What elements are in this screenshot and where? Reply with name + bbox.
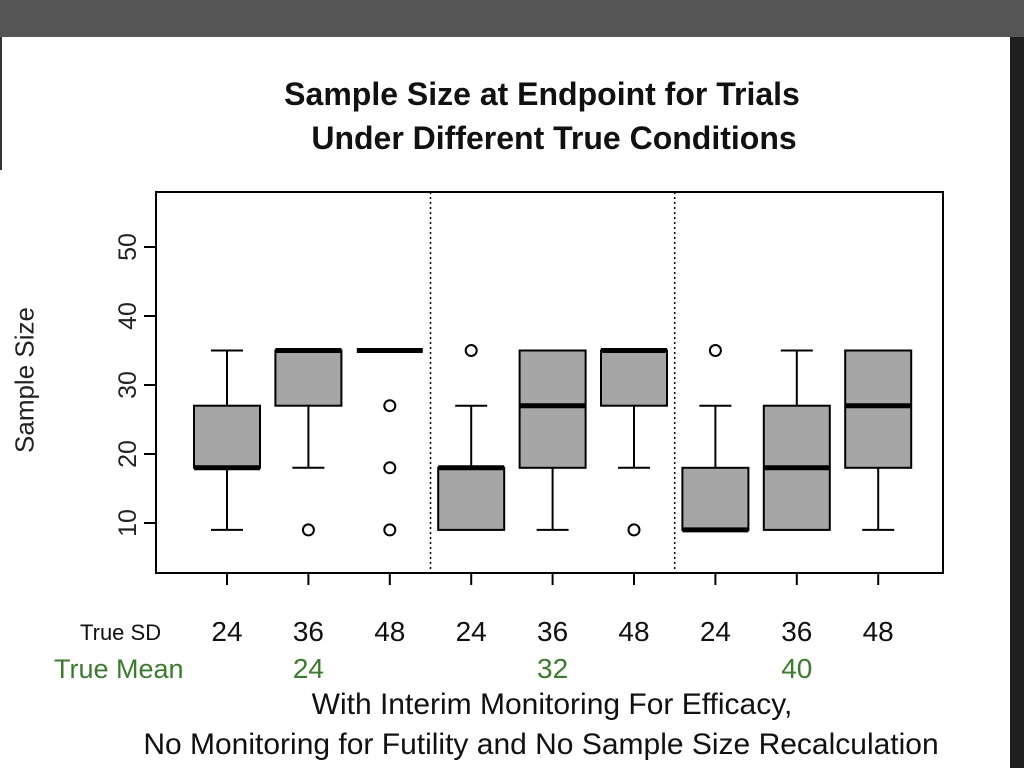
true-sd-value: 24 (211, 616, 242, 647)
box-body (193, 404, 261, 469)
chart-title-line-1: Sample Size at Endpoint for Trials (284, 76, 800, 112)
true-sd-value: 36 (537, 616, 568, 647)
box-body (844, 349, 913, 469)
true-sd-value: 36 (781, 616, 812, 647)
outlier-point (708, 344, 722, 357)
true-sd-row-label: True SD (80, 620, 162, 645)
box-body (681, 466, 750, 531)
true-sd-value: 36 (293, 616, 324, 647)
window-left-edge (0, 37, 2, 170)
box-body (437, 466, 506, 531)
true-mean-value: 40 (781, 653, 812, 684)
chart-title-line-2: Under Different True Conditions (311, 120, 797, 156)
box-body (600, 349, 668, 407)
true-sd-value: 48 (863, 616, 894, 647)
true-mean-row-label: True Mean (54, 654, 184, 684)
outlier-point (464, 344, 478, 357)
window-right-edge (1010, 37, 1024, 768)
outlier-point (383, 399, 397, 413)
plot-frame (155, 191, 944, 574)
outlier-point (301, 523, 315, 537)
box-body (518, 349, 587, 469)
y-tick-label: 20 (114, 440, 142, 468)
true-sd-value: 24 (700, 616, 731, 647)
y-tick-label: 40 (114, 302, 142, 330)
true-sd-value: 24 (456, 616, 487, 647)
y-axis-label: Sample Size (9, 307, 40, 453)
caption-line-1: With Interim Monitoring For Efficacy, (311, 688, 793, 721)
true-sd-value: 48 (618, 616, 649, 647)
y-tick-label: 50 (114, 233, 142, 261)
outlier-point (383, 523, 397, 537)
true-mean-value: 32 (537, 653, 568, 684)
true-mean-value: 24 (293, 653, 324, 684)
y-tick-label: 30 (114, 371, 142, 399)
box-body (274, 349, 343, 407)
outlier-point (627, 523, 641, 537)
caption-line-2: No Monitoring for Futility and No Sample… (143, 728, 939, 761)
outlier-point (383, 461, 397, 475)
true-sd-value: 48 (374, 616, 405, 647)
window-top-bar (0, 0, 1024, 37)
y-tick-label: 10 (114, 509, 142, 537)
